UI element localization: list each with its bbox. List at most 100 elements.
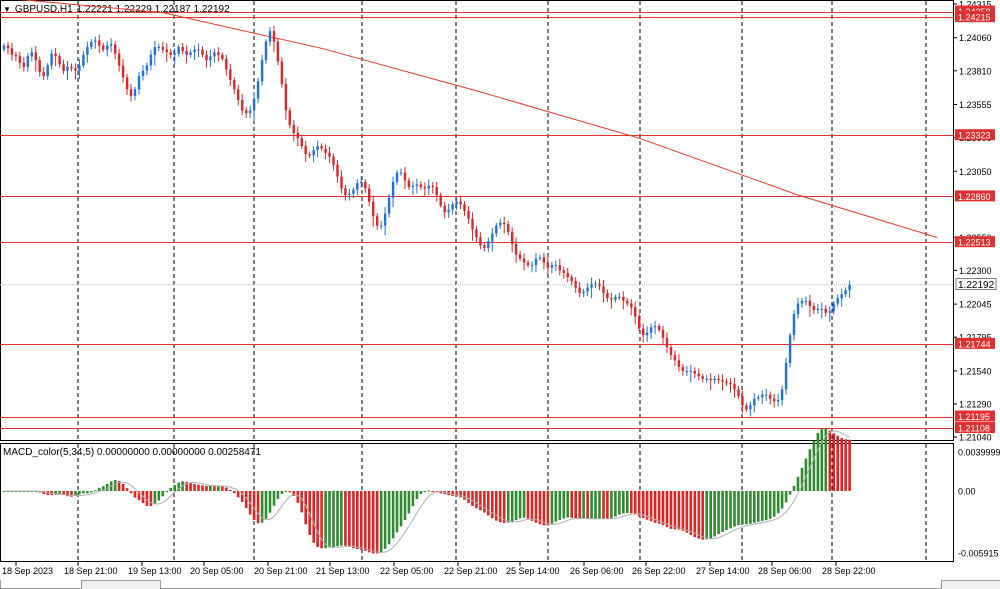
- candle-body: [475, 229, 478, 238]
- candle-body: [586, 287, 589, 292]
- candle-body: [840, 294, 843, 299]
- candle-body: [614, 296, 617, 300]
- candle-body: [697, 373, 700, 377]
- macd-bar: [808, 449, 812, 491]
- macd-bar: [197, 484, 200, 491]
- candle-body: [602, 286, 605, 293]
- price-tick-label: 1.21290: [959, 399, 992, 409]
- price-tick-label: 1.23555: [959, 100, 992, 110]
- candle-body: [542, 257, 546, 263]
- candle-body: [332, 156, 335, 165]
- macd-bar: [522, 491, 526, 518]
- candle-body: [94, 40, 97, 42]
- macd-bar: [649, 491, 653, 522]
- macd-bar: [344, 491, 347, 546]
- level-tag-label: 1.24215: [958, 13, 991, 23]
- macd-axis: 0.0039999 0.00 -0.005915: [958, 448, 1000, 559]
- time-tick-label: 22 Sep 21:00: [444, 566, 498, 576]
- macd-bar: [721, 491, 724, 532]
- time-tick-label: 18 Sep 2023: [2, 566, 53, 576]
- macd-bar: [451, 491, 454, 496]
- candle-body: [288, 110, 291, 125]
- macd-bar: [145, 491, 149, 506]
- macd-bar: [161, 491, 165, 497]
- level-tag-label: 1.22860: [958, 192, 991, 202]
- macd-bar: [733, 491, 736, 527]
- macd-bar: [550, 491, 554, 524]
- macd-bar: [280, 491, 284, 494]
- price-tick-label: 1.24060: [959, 33, 992, 43]
- candle-body: [693, 370, 696, 374]
- candle-body: [447, 209, 450, 213]
- candle-body: [229, 69, 232, 80]
- candle-body: [312, 150, 315, 156]
- candle-body: [14, 54, 18, 57]
- macd-bar: [229, 489, 232, 491]
- candle-body: [38, 60, 41, 73]
- macd-bar: [828, 430, 832, 491]
- macd-bar: [201, 485, 204, 491]
- candle-body: [487, 241, 490, 248]
- candle-body: [165, 49, 168, 53]
- macd-bar: [558, 491, 562, 520]
- candle-body: [233, 80, 236, 90]
- candle-body: [58, 56, 61, 65]
- macd-bar: [578, 491, 581, 520]
- candle-body: [205, 54, 208, 61]
- macd-bar: [102, 486, 105, 491]
- candle-body: [189, 52, 192, 55]
- macd-bar: [598, 491, 601, 519]
- candle-body: [769, 394, 772, 399]
- candle-body: [82, 54, 85, 66]
- candle-body: [546, 262, 550, 268]
- macd-bar: [637, 491, 641, 517]
- candle-body: [626, 300, 629, 304]
- horizontal-levels: [0, 12, 954, 429]
- macd-bar: [800, 467, 804, 491]
- macd-bar: [657, 491, 661, 524]
- macd-bar: [260, 491, 264, 523]
- candle-body: [268, 31, 272, 42]
- macd-bar: [570, 491, 573, 518]
- macd-bar: [729, 491, 732, 529]
- candle-body: [193, 49, 196, 53]
- macd-bar: [848, 439, 851, 491]
- macd-bar: [669, 491, 673, 529]
- macd-bar: [74, 491, 77, 496]
- macd-bar: [459, 491, 462, 498]
- price-tick-label: 1.24315: [959, 0, 992, 10]
- time-tick-label: 28 Sep 22:00: [822, 566, 876, 576]
- candle-body: [832, 303, 835, 312]
- time-tick-label: 20 Sep 21:00: [254, 566, 308, 576]
- candle-body: [352, 189, 355, 194]
- candle-body: [177, 47, 180, 54]
- macd-bar: [772, 491, 776, 517]
- macd-bar: [840, 438, 843, 491]
- candle-body: [526, 262, 530, 266]
- macd-bar: [125, 488, 129, 491]
- candle-body: [296, 132, 299, 139]
- candle-body: [376, 216, 379, 226]
- macd-bar: [86, 491, 89, 494]
- macd-bar: [240, 491, 244, 502]
- candle-body: [280, 61, 284, 84]
- macd-bar: [498, 491, 502, 523]
- candle-body: [483, 245, 486, 248]
- macd-bar: [471, 491, 474, 506]
- candle-body: [618, 296, 621, 298]
- macd-bar: [483, 491, 486, 513]
- macd-bar: [236, 491, 240, 498]
- candle-body: [642, 328, 645, 336]
- candle-body: [657, 325, 661, 330]
- macd-bar: [677, 491, 681, 530]
- candle-body: [320, 146, 323, 149]
- macd-indicator-label: MACD_color(5,34,5) 0.00000000 0.00000000…: [3, 447, 261, 458]
- candle-body: [566, 273, 569, 278]
- collapse-triangle-icon[interactable]: ▼: [3, 4, 11, 14]
- macd-bar: [340, 491, 343, 546]
- candle-body: [185, 50, 188, 55]
- macd-bar: [233, 491, 236, 494]
- candle-body: [380, 225, 383, 227]
- candle-body: [463, 204, 466, 211]
